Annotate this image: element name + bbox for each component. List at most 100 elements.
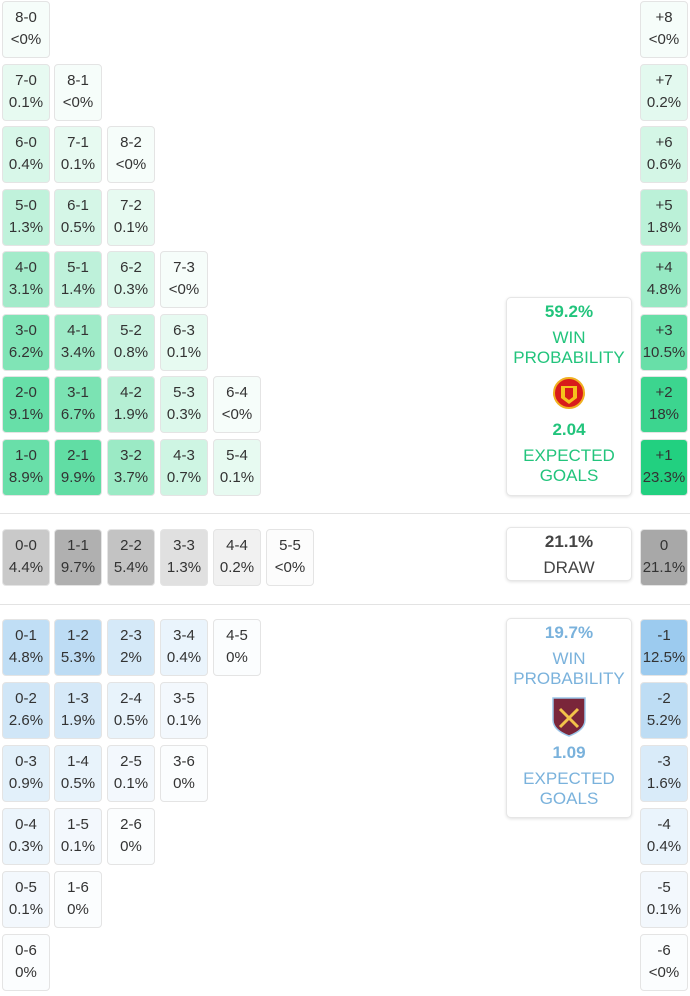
cell-pct: 6.2% xyxy=(8,343,44,361)
margin-cell: -5 0.1% xyxy=(640,871,688,928)
scoreline-cell: 3-5 0.1% xyxy=(160,682,208,739)
scoreline-cell: 2-2 5.4% xyxy=(107,529,155,586)
margin-cell: +5 1.8% xyxy=(640,188,688,246)
cell-pct: <0% xyxy=(648,31,680,48)
scoreline-cell: 3-4 0.4% xyxy=(160,619,208,676)
cell-score: 2-3 xyxy=(120,627,142,644)
cell-pct: 18% xyxy=(648,406,680,423)
cell-pct: 0.3% xyxy=(113,281,149,298)
cell-score: +1 xyxy=(655,446,673,464)
margin-cell: -6 <0% xyxy=(640,934,688,991)
cell-pct: 0.6% xyxy=(646,156,682,173)
scoreline-cell: 6-1 0.5% xyxy=(54,188,102,246)
cell-pct: 0% xyxy=(120,838,142,855)
cell-pct: 0.4% xyxy=(8,156,44,173)
cell-score: 3-0 xyxy=(15,321,37,339)
cell-pct: 3.4% xyxy=(60,343,96,361)
cell-pct: 0.3% xyxy=(8,838,44,855)
cell-pct: 0.9% xyxy=(8,775,44,792)
scoreline-cell: 7-3 <0% xyxy=(160,251,208,308)
scoreline-cell: 3-0 6.2% xyxy=(2,313,50,371)
cell-score: -3 xyxy=(657,753,671,770)
scoreline-cell: 3-6 0% xyxy=(160,745,208,802)
cell-pct: 0.2% xyxy=(219,559,255,576)
margin-cell: +6 0.6% xyxy=(640,126,688,183)
cell-pct: 0.5% xyxy=(60,218,96,236)
cell-pct: 0.1% xyxy=(166,343,202,361)
cell-pct: <0% xyxy=(221,406,253,423)
cell-score: 5-3 xyxy=(173,384,195,401)
cell-score: 3-6 xyxy=(173,753,195,770)
cell-score: 6-1 xyxy=(67,196,89,214)
cell-score: -6 xyxy=(657,942,671,959)
cell-score: 0-0 xyxy=(15,537,37,554)
margin-cell: -1 12.5% xyxy=(640,619,688,676)
scoreline-cell: 0-6 0% xyxy=(2,934,50,991)
cell-score: +2 xyxy=(655,384,673,401)
scoreline-cell: 5-2 0.8% xyxy=(107,313,155,371)
cell-pct: <0% xyxy=(648,964,680,981)
cell-score: +5 xyxy=(655,196,673,214)
scoreline-cell: 4-1 3.4% xyxy=(54,313,102,371)
cell-pct: 21.1% xyxy=(642,559,686,576)
draw-pct: 21.1% xyxy=(544,532,594,551)
away-xg-label: EXPECTED GOALS xyxy=(523,769,615,808)
scoreline-cell: 1-6 0% xyxy=(54,871,102,928)
cell-score: 5-4 xyxy=(226,446,248,464)
cell-score: +4 xyxy=(655,259,673,276)
scoreline-cell: 2-0 9.1% xyxy=(2,376,50,433)
home-win-pct: 59.2% xyxy=(544,302,594,321)
cell-pct: 2% xyxy=(120,649,142,666)
cell-pct: 5.3% xyxy=(60,649,96,666)
cell-pct: 0.4% xyxy=(646,838,682,855)
cell-score: 5-0 xyxy=(15,196,37,214)
cell-score: 5-5 xyxy=(279,537,301,554)
cell-score: 1-6 xyxy=(67,879,89,896)
scoreline-cell: 4-2 1.9% xyxy=(107,376,155,433)
cell-score: -5 xyxy=(657,879,671,896)
cell-pct: 0.5% xyxy=(60,775,96,792)
scoreline-cell: 4-4 0.2% xyxy=(213,529,261,586)
cell-pct: 0.4% xyxy=(166,649,202,666)
cell-score: -1 xyxy=(657,627,671,644)
cell-pct: 4.4% xyxy=(8,559,44,576)
away-summary-card: 19.7% WIN PROBABILITY 1.09 EXPECTED GOALS xyxy=(506,618,632,818)
scoreline-cell: 1-1 9.7% xyxy=(54,529,102,586)
cell-pct: <0% xyxy=(10,31,42,48)
scoreline-cell: 5-4 0.1% xyxy=(213,438,261,496)
cell-pct: 1.9% xyxy=(60,712,96,729)
cell-pct: 0.8% xyxy=(113,343,149,361)
cell-pct: 5.2% xyxy=(646,712,682,729)
cell-pct: 0.2% xyxy=(646,93,682,111)
margin-cell: 0 21.1% xyxy=(640,529,688,586)
cell-pct: 0.7% xyxy=(166,468,202,486)
cell-score: 0-4 xyxy=(15,816,37,833)
cell-pct: 10.5% xyxy=(642,343,686,361)
scoreline-cell: 5-5 <0% xyxy=(266,529,314,586)
margin-cell: +2 18% xyxy=(640,376,688,433)
cell-pct: 0% xyxy=(226,649,248,666)
cell-score: 4-5 xyxy=(226,627,248,644)
cell-score: 1-3 xyxy=(67,690,89,707)
home-xg: 2.04 xyxy=(552,420,586,439)
scoreline-cell: 8-1 <0% xyxy=(54,63,102,121)
cell-pct: 0.3% xyxy=(166,406,202,423)
scoreline-cell: 4-0 3.1% xyxy=(2,251,50,308)
scoreline-cell: 8-0 <0% xyxy=(2,1,50,58)
scoreline-cell: 4-5 0% xyxy=(213,619,261,676)
cell-score: 7-0 xyxy=(15,71,37,89)
cell-pct: 1.8% xyxy=(646,218,682,236)
away-win-pct: 19.7% xyxy=(544,623,594,642)
cell-score: 4-0 xyxy=(15,259,37,276)
cell-pct: 9.7% xyxy=(60,559,96,576)
scoreline-cell: 4-3 0.7% xyxy=(160,438,208,496)
cell-score: 1-0 xyxy=(15,446,37,464)
cell-score: 2-5 xyxy=(120,753,142,770)
cell-score: 7-2 xyxy=(120,196,142,214)
west-ham-crest-icon xyxy=(552,697,586,737)
scoreline-cell: 0-0 4.4% xyxy=(2,529,50,586)
margin-cell: +8 <0% xyxy=(640,1,688,58)
cell-score: 1-2 xyxy=(67,627,89,644)
cell-score: 3-4 xyxy=(173,627,195,644)
cell-score: 6-2 xyxy=(120,259,142,276)
